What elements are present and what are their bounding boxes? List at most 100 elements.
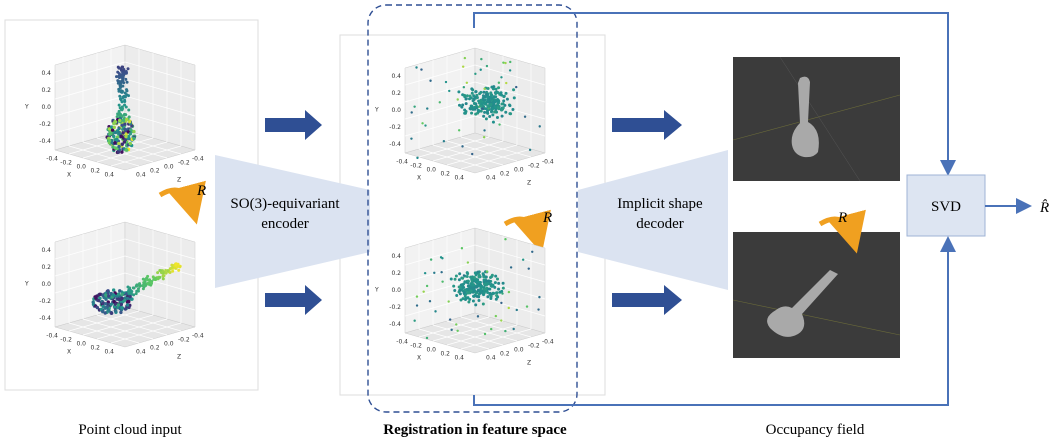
point	[116, 81, 120, 85]
point	[103, 311, 107, 315]
decoder-label: Implicit shape	[617, 196, 703, 212]
point	[504, 329, 507, 333]
point	[481, 107, 484, 110]
grid-line	[418, 328, 490, 350]
point	[120, 100, 124, 104]
z-tick-label: -0.4	[192, 156, 204, 163]
grid-line	[432, 320, 504, 342]
grid-line	[54, 78, 126, 100]
point	[497, 86, 501, 90]
point	[103, 306, 108, 310]
point	[132, 293, 136, 297]
grid-line	[474, 81, 546, 103]
y-tick-label: -0.2	[389, 304, 401, 311]
point	[512, 327, 515, 331]
z-tick-label: -0.2	[178, 337, 190, 344]
x-tick-label: -0.4	[46, 156, 58, 163]
point	[115, 137, 119, 142]
point	[463, 108, 467, 112]
axis-label: Z	[527, 360, 531, 367]
axis-label: X	[417, 355, 421, 362]
point	[123, 98, 127, 102]
point	[112, 299, 116, 304]
axis-label: Y	[374, 107, 379, 114]
point	[116, 70, 120, 74]
point	[479, 289, 483, 293]
point	[469, 275, 473, 279]
point	[115, 75, 119, 79]
point	[483, 332, 487, 336]
point	[465, 94, 469, 98]
point	[462, 86, 466, 89]
z-tick-label: -0.4	[542, 339, 554, 346]
point	[117, 75, 121, 79]
point	[504, 91, 508, 95]
z-tick-label: 0.2	[150, 168, 160, 175]
point	[487, 279, 491, 283]
point	[429, 258, 433, 261]
point	[509, 60, 512, 64]
point	[113, 141, 117, 145]
point	[484, 282, 488, 286]
plots: 0.40.20.0-0.2-0.4-0.4-0.20.00.20.4 0.40.2…	[24, 44, 554, 367]
point	[174, 262, 178, 266]
point	[464, 102, 468, 106]
grid-line	[460, 136, 532, 158]
point	[472, 283, 476, 287]
point	[422, 290, 425, 293]
point	[492, 95, 496, 99]
point	[428, 300, 432, 303]
point	[123, 112, 127, 116]
point	[459, 298, 463, 302]
point	[500, 114, 504, 118]
point	[123, 103, 127, 107]
y-tick-label: 0.4	[391, 253, 401, 260]
x-tick-label: 0.0	[76, 164, 86, 171]
grid-line	[54, 95, 126, 117]
point	[463, 95, 467, 99]
point	[457, 285, 461, 289]
grid-line	[124, 238, 196, 260]
point	[115, 115, 119, 119]
point	[438, 101, 441, 104]
decoder-label: decoder	[636, 216, 683, 232]
point	[112, 125, 116, 130]
point	[441, 257, 444, 260]
point	[128, 289, 132, 293]
x-tick-label: 0.2	[440, 351, 450, 358]
grid-line	[432, 140, 504, 162]
x-tick-label: 0.2	[440, 171, 450, 178]
point	[490, 273, 494, 277]
grid-line	[460, 328, 532, 350]
grid-line	[68, 310, 140, 332]
point	[122, 119, 126, 123]
point	[494, 294, 498, 297]
point	[486, 99, 490, 103]
x-tick-label: -0.4	[396, 339, 408, 346]
point	[122, 67, 126, 71]
point	[507, 290, 511, 294]
z-tick-label: 0.0	[164, 341, 174, 348]
point	[461, 103, 465, 107]
point	[123, 307, 128, 311]
grid-line	[474, 295, 546, 317]
x-tick-label: 0.0	[426, 347, 436, 354]
point	[472, 275, 476, 279]
point	[458, 103, 462, 107]
point	[107, 127, 112, 131]
point	[124, 69, 128, 73]
point	[486, 95, 490, 99]
point	[491, 87, 495, 91]
point	[478, 284, 482, 288]
point	[458, 288, 462, 292]
grid-line	[54, 272, 126, 294]
point	[497, 287, 501, 291]
point	[505, 81, 508, 85]
pane	[54, 306, 196, 348]
y-tick-label: 0.2	[41, 264, 51, 271]
point	[487, 93, 490, 96]
point	[112, 134, 116, 139]
y-tick-label: -0.4	[389, 321, 401, 328]
point	[470, 104, 474, 108]
